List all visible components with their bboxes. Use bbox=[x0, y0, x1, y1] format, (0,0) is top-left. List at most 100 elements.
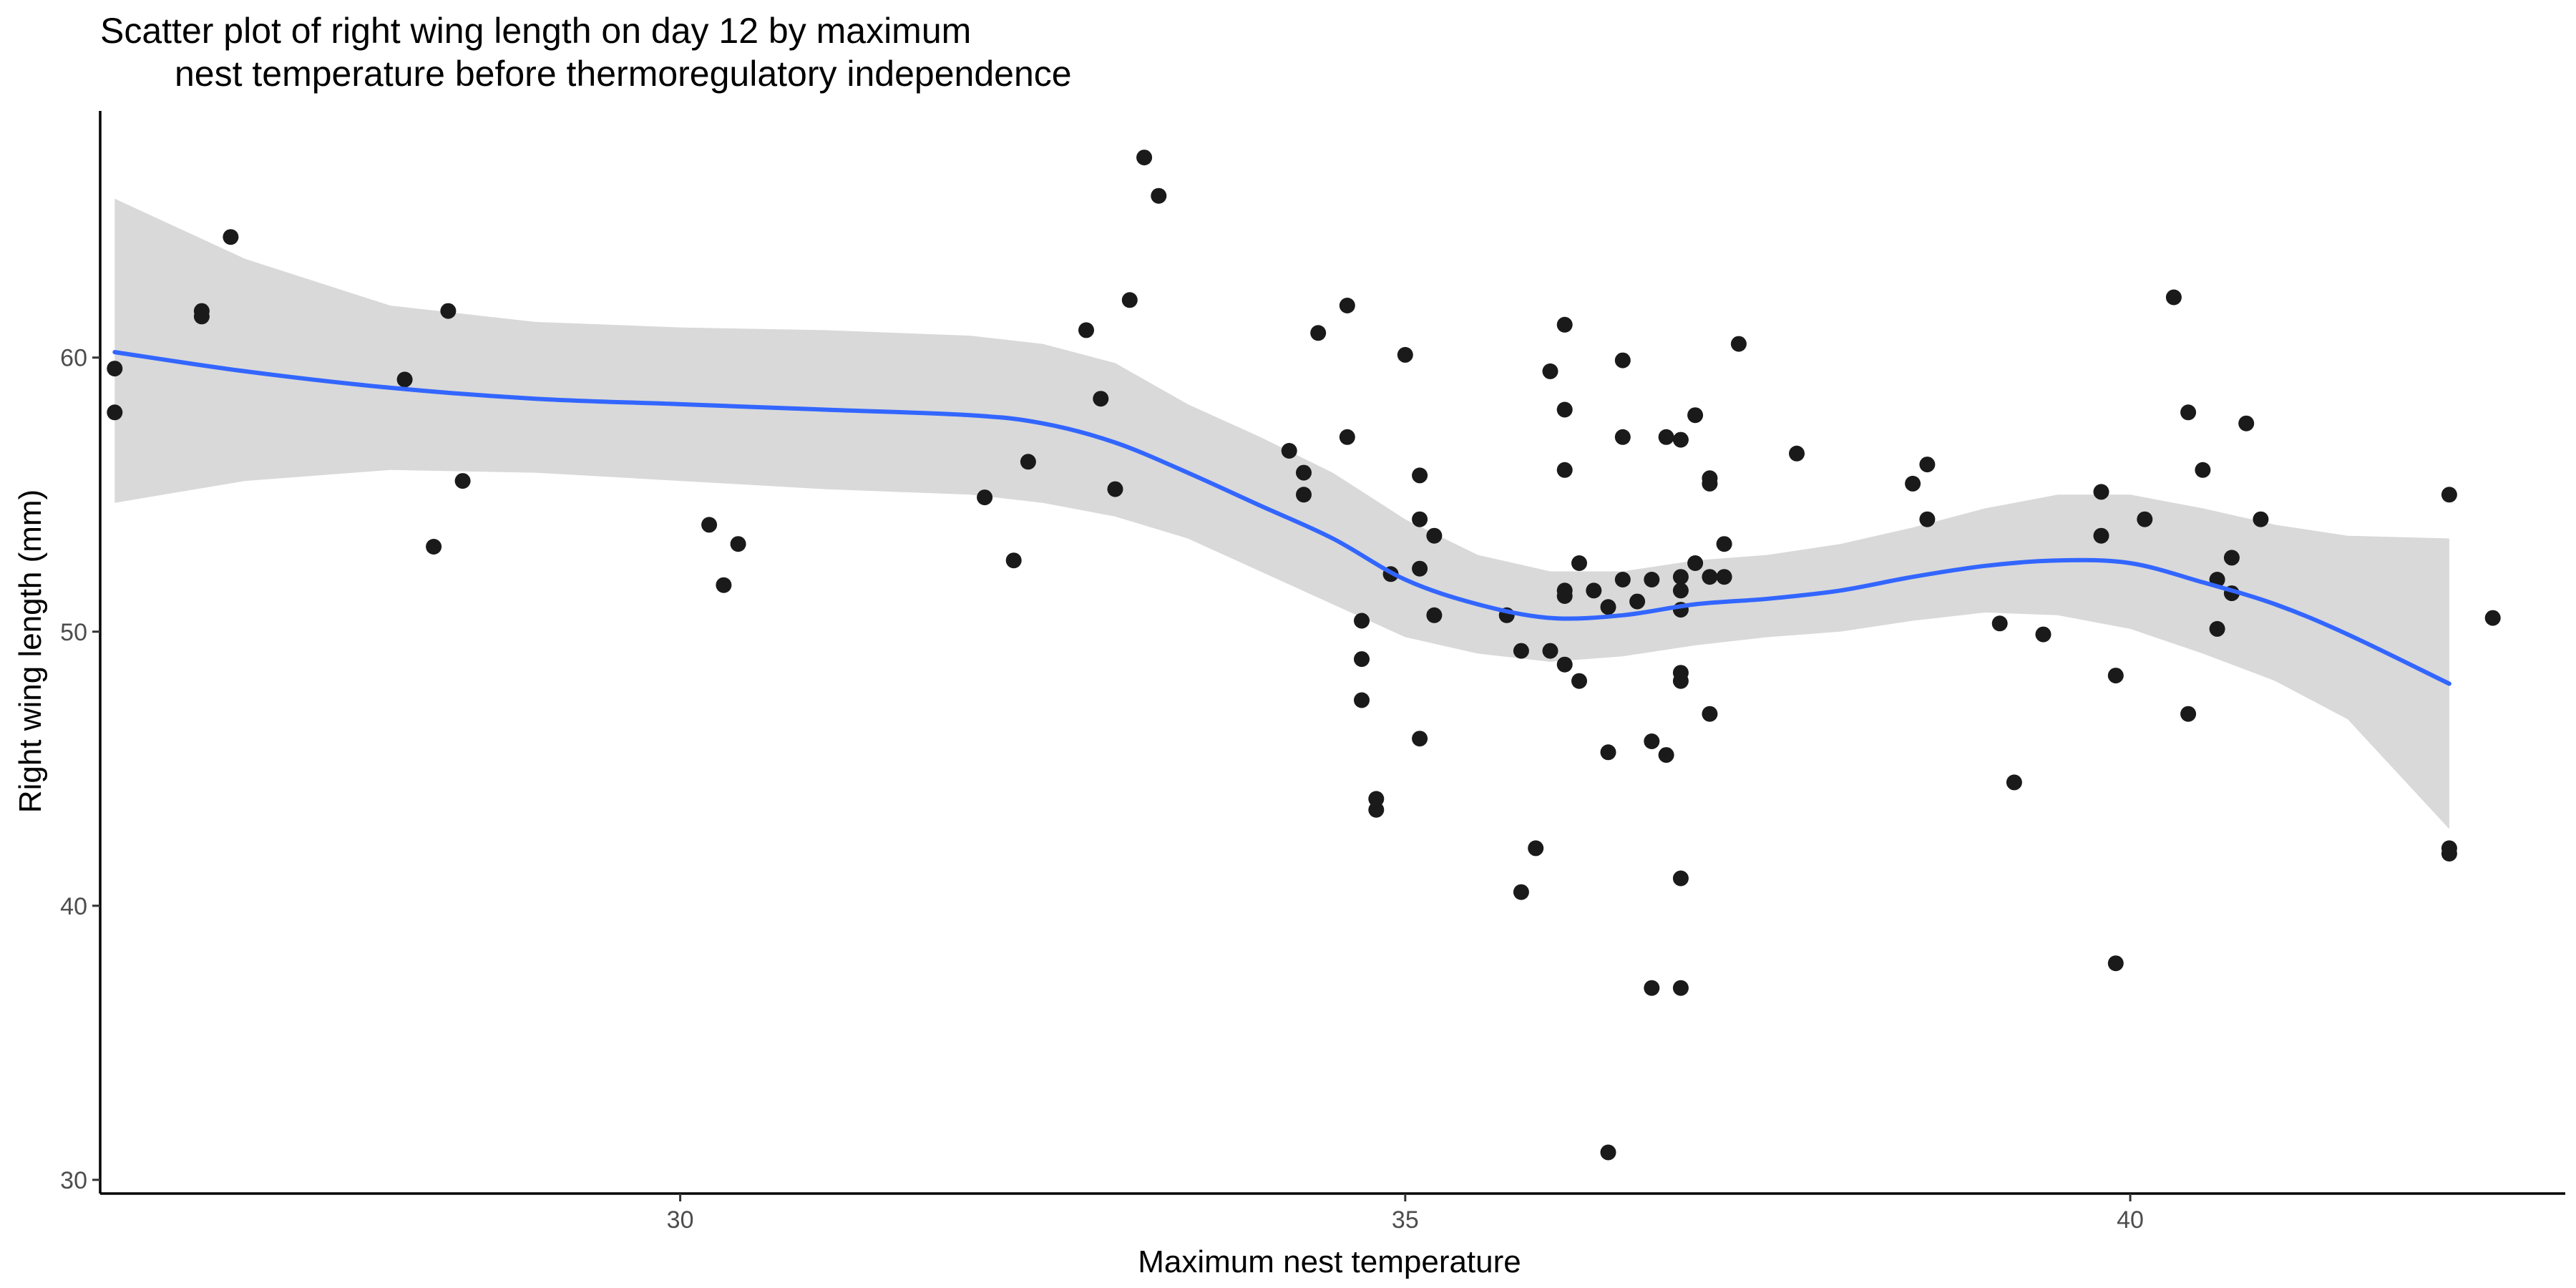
data-point-45 bbox=[1542, 643, 1558, 659]
data-point-27 bbox=[1354, 613, 1370, 629]
data-point-81 bbox=[1716, 569, 1732, 585]
data-point-5 bbox=[396, 371, 413, 388]
data-point-90 bbox=[2035, 626, 2051, 643]
data-point-104 bbox=[2238, 415, 2255, 431]
data-point-54 bbox=[1586, 582, 1602, 599]
data-point-65 bbox=[1658, 429, 1674, 445]
data-point-85 bbox=[1905, 475, 1921, 492]
data-point-86 bbox=[1919, 457, 1936, 473]
data-point-21 bbox=[1281, 443, 1297, 459]
data-point-91 bbox=[2093, 484, 2109, 500]
data-point-106 bbox=[2441, 487, 2457, 503]
data-point-35 bbox=[1412, 511, 1428, 527]
data-point-29 bbox=[1354, 651, 1370, 668]
chart-title-line-1: Scatter plot of right wing length on day… bbox=[100, 11, 971, 51]
x-axis-label: Maximum nest temperature bbox=[1138, 1244, 1521, 1279]
data-point-93 bbox=[2107, 668, 2124, 684]
data-point-44 bbox=[1542, 363, 1558, 379]
data-point-97 bbox=[2180, 404, 2197, 421]
data-point-58 bbox=[1614, 352, 1631, 369]
data-point-70 bbox=[1672, 431, 1689, 448]
data-point-23 bbox=[1296, 487, 1312, 503]
y-tick-label-50: 50 bbox=[60, 619, 87, 646]
data-point-74 bbox=[1672, 980, 1689, 996]
data-point-99 bbox=[2195, 462, 2211, 478]
data-point-11 bbox=[730, 536, 746, 552]
data-point-94 bbox=[2107, 955, 2124, 972]
data-point-34 bbox=[1412, 467, 1428, 484]
data-point-82 bbox=[1716, 536, 1732, 552]
data-point-1 bbox=[107, 404, 123, 421]
data-point-15 bbox=[1078, 322, 1094, 338]
data-point-52 bbox=[1571, 673, 1587, 689]
data-point-31 bbox=[1368, 791, 1385, 807]
smooth-line-layer bbox=[112, 350, 2451, 686]
data-point-67 bbox=[1672, 569, 1689, 585]
data-point-13 bbox=[1005, 552, 1022, 569]
data-point-17 bbox=[1107, 481, 1123, 497]
data-point-0 bbox=[107, 361, 123, 377]
chart-title-line-2: nest temperature before thermoregulatory… bbox=[175, 54, 1072, 94]
data-point-9 bbox=[701, 517, 718, 533]
data-point-53 bbox=[1571, 555, 1587, 571]
data-point-47 bbox=[1556, 401, 1573, 418]
data-point-84 bbox=[1789, 445, 1805, 462]
data-point-25 bbox=[1339, 298, 1355, 313]
chart-title: Scatter plot of right wing length on day… bbox=[100, 11, 1072, 94]
points-layer bbox=[107, 150, 2501, 1161]
data-point-63 bbox=[1644, 733, 1660, 749]
data-point-7 bbox=[440, 303, 457, 319]
data-point-8 bbox=[454, 473, 471, 489]
data-point-89 bbox=[2006, 774, 2022, 791]
data-point-16 bbox=[1093, 391, 1109, 407]
data-point-12 bbox=[977, 489, 993, 506]
x-tick-label-35: 35 bbox=[1392, 1206, 1419, 1234]
data-point-83 bbox=[1730, 336, 1747, 352]
x-tick-label-40: 40 bbox=[2117, 1206, 2144, 1234]
data-point-96 bbox=[2165, 289, 2182, 306]
data-point-87 bbox=[1919, 511, 1936, 527]
y-tick-label-30: 30 bbox=[60, 1167, 87, 1194]
data-point-77 bbox=[1702, 569, 1718, 585]
data-point-24 bbox=[1310, 325, 1327, 341]
data-point-100 bbox=[2209, 620, 2225, 637]
y-tick-label-60: 60 bbox=[60, 345, 87, 372]
data-point-56 bbox=[1600, 744, 1616, 761]
data-point-92 bbox=[2093, 527, 2109, 544]
data-point-37 bbox=[1412, 731, 1428, 747]
data-point-73 bbox=[1672, 870, 1689, 887]
data-point-59 bbox=[1614, 429, 1631, 445]
data-point-6 bbox=[426, 539, 442, 555]
data-point-68 bbox=[1672, 582, 1689, 599]
data-point-62 bbox=[1644, 572, 1660, 587]
data-point-26 bbox=[1339, 429, 1355, 445]
data-point-50 bbox=[1556, 588, 1573, 604]
data-point-105 bbox=[2253, 511, 2269, 527]
data-point-30 bbox=[1368, 801, 1385, 818]
data-point-19 bbox=[1136, 150, 1153, 166]
data-point-79 bbox=[1702, 475, 1718, 492]
y-axis-label: Right wing length (mm) bbox=[13, 489, 48, 813]
data-point-72 bbox=[1672, 673, 1689, 689]
data-point-64 bbox=[1644, 980, 1660, 996]
data-point-88 bbox=[1991, 615, 2008, 632]
data-point-4 bbox=[223, 229, 239, 245]
data-point-103 bbox=[2223, 550, 2240, 566]
data-point-42 bbox=[1513, 884, 1529, 900]
data-point-46 bbox=[1556, 316, 1573, 333]
axes-layer: 30 35 40 30 40 50 60 bbox=[60, 111, 2565, 1234]
y-tick-label-40: 40 bbox=[60, 893, 87, 920]
data-point-28 bbox=[1354, 692, 1370, 708]
data-point-36 bbox=[1412, 560, 1428, 577]
data-point-108 bbox=[2441, 846, 2457, 862]
x-tick-label-30: 30 bbox=[667, 1206, 694, 1234]
data-point-22 bbox=[1296, 464, 1312, 481]
data-point-41 bbox=[1513, 643, 1529, 659]
data-point-109 bbox=[2484, 610, 2501, 626]
data-point-20 bbox=[1151, 187, 1167, 204]
data-point-14 bbox=[1020, 454, 1036, 470]
data-point-33 bbox=[1397, 346, 1413, 363]
data-point-51 bbox=[1556, 656, 1573, 673]
data-point-60 bbox=[1614, 572, 1631, 587]
